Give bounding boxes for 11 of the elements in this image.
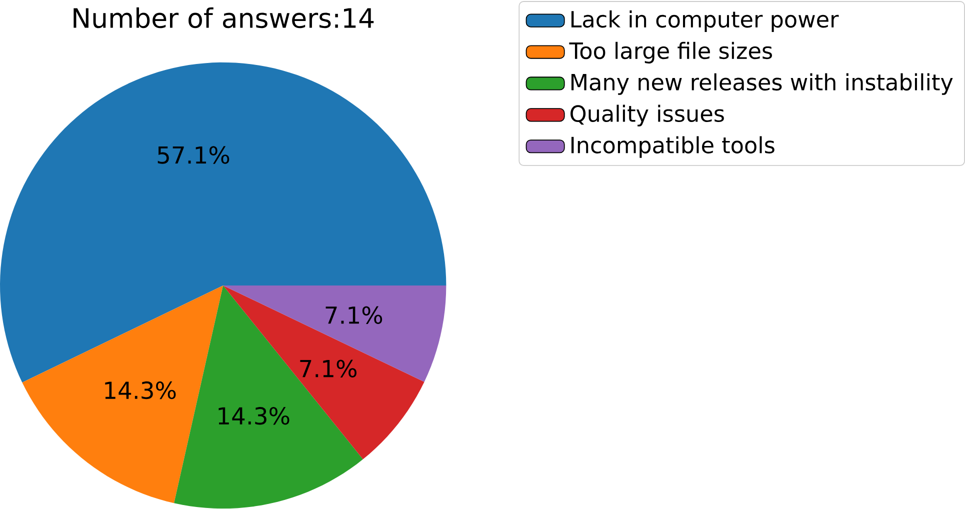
legend-label: Many new releases with instability (571, 74, 953, 96)
data-label: 57.1% (158, 146, 230, 164)
chart-title: Number of answers:14 (74, 8, 374, 28)
data-label: 7.1% (300, 360, 356, 378)
legend-label: Lack in computer power (571, 10, 839, 32)
legend-label: Incompatible tools (571, 136, 774, 158)
data-label: 14.3% (218, 407, 290, 425)
legend-label: Too large file sizes (569, 42, 772, 64)
legend-label: Quality issues (570, 104, 724, 127)
data-label: 14.3% (105, 382, 176, 400)
data-label: 7.1% (326, 306, 382, 324)
